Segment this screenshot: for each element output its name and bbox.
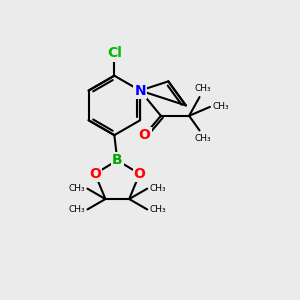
- Text: CH₃: CH₃: [149, 205, 166, 214]
- Text: CH₃: CH₃: [149, 184, 166, 193]
- Text: Cl: Cl: [107, 46, 122, 60]
- Text: O: O: [139, 128, 151, 142]
- Text: O: O: [89, 167, 101, 181]
- Text: CH₃: CH₃: [194, 134, 211, 143]
- Text: CH₃: CH₃: [212, 102, 229, 111]
- Text: CH₃: CH₃: [69, 205, 85, 214]
- Text: CH₃: CH₃: [194, 84, 211, 93]
- Text: O: O: [134, 167, 146, 181]
- Text: N: N: [134, 84, 146, 98]
- Text: CH₃: CH₃: [69, 184, 85, 193]
- Text: B: B: [112, 153, 123, 167]
